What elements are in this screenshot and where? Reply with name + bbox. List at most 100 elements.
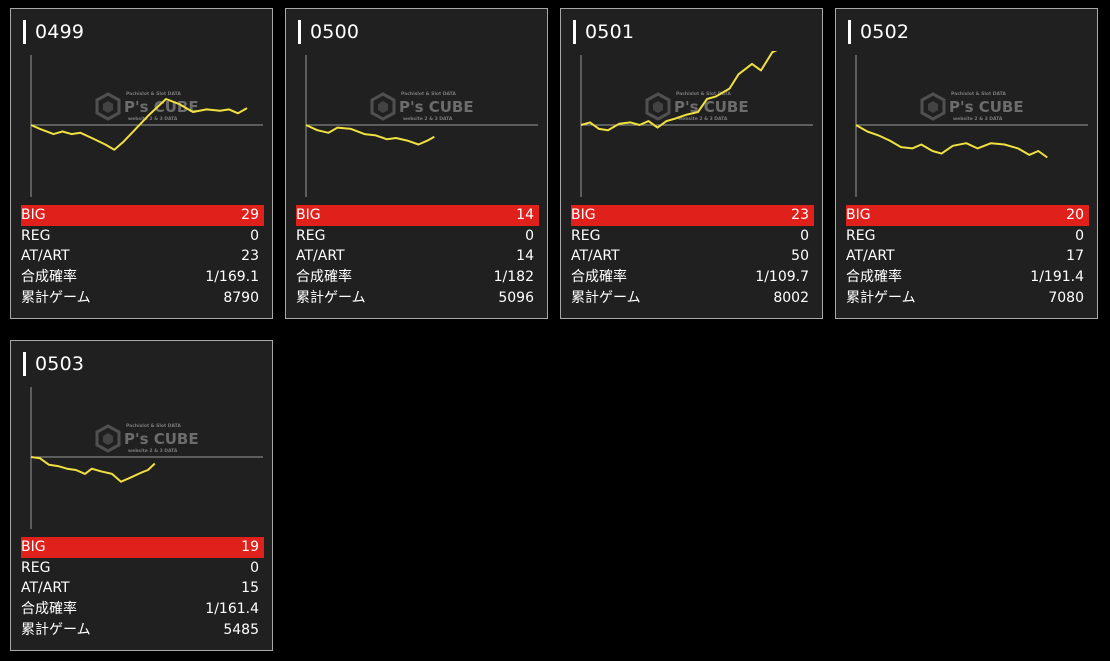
stat-value: 19 <box>241 539 259 556</box>
stat-label: AT/ART <box>571 248 620 265</box>
machine-card-0500[interactable]: 0500 Pachislot & Slot DATA P's CUBE websit… <box>285 8 548 319</box>
stat-value: 0 <box>250 559 259 576</box>
cube-logo-icon <box>95 424 121 453</box>
stat-label: 合成確率 <box>571 269 627 286</box>
stat-value: 23 <box>241 248 259 265</box>
cube-logo-icon <box>370 92 396 121</box>
machine-number: 0499 <box>35 21 85 43</box>
stat-label: 累計ゲーム <box>21 289 91 306</box>
stat-row-total-games: 累計ゲーム 8002 <box>571 287 814 308</box>
payout-graph: Pachislot & Slot DATA P's CUBE website 2 &… <box>11 51 274 201</box>
stat-row-combined-probability: 合成確率 1/161.4 <box>21 599 264 620</box>
card-header: 0499 <box>23 19 84 45</box>
stat-value: 1/161.4 <box>205 601 259 618</box>
machine-card-0502[interactable]: 0502 Pachislot & Slot DATA P's CUBE websit… <box>835 8 1098 319</box>
stat-value: 14 <box>516 248 534 265</box>
stat-row-reg: REG 0 <box>846 226 1089 247</box>
watermark-tagline: Pachislot & Slot DATA <box>401 91 456 97</box>
stat-value: 17 <box>1066 248 1084 265</box>
watermark-tagline: Pachislot & Slot DATA <box>126 423 181 429</box>
stat-value: 7080 <box>1048 289 1084 306</box>
payout-graph: Pachislot & Slot DATA P's CUBE website 2 &… <box>286 51 549 201</box>
stat-value: 1/182 <box>493 269 534 286</box>
card-header: 0502 <box>848 19 909 45</box>
stat-label: 合成確率 <box>21 601 77 618</box>
payout-line <box>30 456 156 483</box>
stat-label: REG <box>296 227 326 244</box>
payout-graph: Pachislot & Slot DATA P's CUBE website 2 &… <box>11 383 274 533</box>
cube-logo-icon <box>95 92 121 121</box>
stat-label: BIG <box>21 207 46 224</box>
stat-label: 合成確率 <box>296 269 352 286</box>
watermark-tagline: Pachislot & Slot DATA <box>676 91 731 97</box>
watermark-brand: P's CUBE <box>949 98 1024 116</box>
payout-graph: Pachislot & Slot DATA P's CUBE website 2 &… <box>561 51 824 201</box>
stat-row-big: BIG 20 <box>846 205 1089 226</box>
stat-label: 累計ゲーム <box>296 289 366 306</box>
header-accent-bar <box>848 20 851 44</box>
stat-value: 14 <box>516 207 534 224</box>
stat-row-combined-probability: 合成確率 1/191.4 <box>846 267 1089 288</box>
cube-logo-icon <box>645 92 671 121</box>
stat-row-at-art: AT/ART 23 <box>21 246 264 267</box>
stat-row-big: BIG 14 <box>296 205 539 226</box>
stat-value: 0 <box>525 227 534 244</box>
stat-row-combined-probability: 合成確率 1/109.7 <box>571 267 814 288</box>
watermark-brand: P's CUBE <box>399 98 474 116</box>
stat-row-big: BIG 29 <box>21 205 264 226</box>
watermark-brand: P's CUBE <box>674 98 749 116</box>
payout-line <box>305 124 435 146</box>
stat-value: 8002 <box>773 289 809 306</box>
stat-value: 8790 <box>223 289 259 306</box>
stat-value: 29 <box>241 207 259 224</box>
watermark-sub: website 2 & 3 DATA <box>128 448 178 454</box>
header-accent-bar <box>298 20 301 44</box>
watermark-sub: website 2 & 3 DATA <box>403 116 453 122</box>
stat-label: AT/ART <box>21 580 70 597</box>
stat-label: REG <box>21 559 51 576</box>
stat-value: 50 <box>791 248 809 265</box>
card-header: 0503 <box>23 351 84 377</box>
stat-value: 0 <box>800 227 809 244</box>
stat-label: AT/ART <box>296 248 345 265</box>
stat-row-reg: REG 0 <box>296 226 539 247</box>
stat-value: 5096 <box>498 289 534 306</box>
payout-line <box>30 98 248 151</box>
machine-card-0499[interactable]: 0499 Pachislot & Slot DATA P's CUBE websit… <box>10 8 273 319</box>
stat-row-at-art: AT/ART 50 <box>571 246 814 267</box>
stat-label: 累計ゲーム <box>21 621 91 638</box>
stat-row-at-art: AT/ART 17 <box>846 246 1089 267</box>
stat-row-total-games: 累計ゲーム 8790 <box>21 287 264 308</box>
stat-label: REG <box>21 227 51 244</box>
stat-row-total-games: 累計ゲーム 5096 <box>296 287 539 308</box>
stats-table: BIG 23 REG 0 AT/ART 50 合成確率 1/109.7 累計ゲーム 8002 <box>571 205 814 308</box>
stat-value: 1/169.1 <box>205 269 259 286</box>
stat-value: 20 <box>1066 207 1084 224</box>
machine-card-0501[interactable]: 0501 Pachislot & Slot DATA P's CUBE websit… <box>560 8 823 319</box>
watermark-brand: P's CUBE <box>124 430 199 448</box>
machine-card-0503[interactable]: 0503 Pachislot & Slot DATA P's CUBE websit… <box>10 340 273 651</box>
stat-row-at-art: AT/ART 14 <box>296 246 539 267</box>
stat-label: AT/ART <box>846 248 895 265</box>
stat-label: REG <box>571 227 601 244</box>
watermark-tagline: Pachislot & Slot DATA <box>951 91 1006 97</box>
stat-label: AT/ART <box>21 248 70 265</box>
stat-label: 合成確率 <box>846 269 902 286</box>
stat-value: 1/191.4 <box>1030 269 1084 286</box>
machine-number: 0500 <box>310 21 360 43</box>
stat-row-at-art: AT/ART 15 <box>21 578 264 599</box>
stat-row-reg: REG 0 <box>571 226 814 247</box>
machine-number: 0503 <box>35 353 85 375</box>
cube-logo-icon <box>920 92 946 121</box>
header-accent-bar <box>573 20 576 44</box>
payout-line <box>580 51 778 132</box>
stat-row-total-games: 累計ゲーム 5485 <box>21 619 264 640</box>
stat-label: BIG <box>571 207 596 224</box>
card-header: 0500 <box>298 19 359 45</box>
watermark-tagline: Pachislot & Slot DATA <box>126 91 181 97</box>
stat-value: 0 <box>1075 227 1084 244</box>
stat-value: 1/109.7 <box>755 269 809 286</box>
stat-label: BIG <box>21 539 46 556</box>
